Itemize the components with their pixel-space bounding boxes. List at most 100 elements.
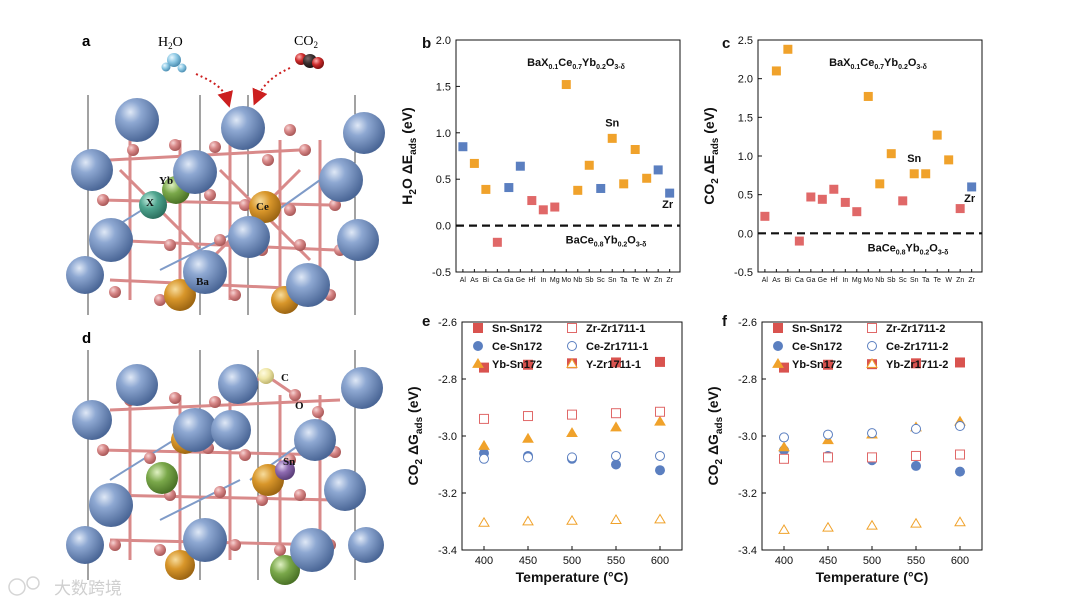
ce-atom [249,191,281,223]
data-point [523,452,533,463]
data-point [778,441,790,452]
x-tick-label: 500 [563,555,581,567]
legend-marker [772,357,784,368]
data-point [655,450,665,461]
data-point [875,179,885,189]
y-axis-label: CO2 ΔGads (eV) [405,387,425,486]
x-tick-label: Ta [620,277,628,284]
data-point [642,173,652,183]
data-point [610,514,622,524]
chart-e: e -3.4 -3.2 -3.0 -2.8 -2.6 CO2 ΔGads (eV) 400 45… [405,313,683,585]
atom-label-o: O [295,400,304,412]
series-Ce-Zr1711-2 [779,421,965,443]
series-Zr-Zr1711-2 [779,449,965,464]
arrow-h2o-icon [195,73,233,108]
data-point [584,160,594,170]
legend-label: Ce-Zr1711-2 [886,341,948,353]
y-tick-label: -3.4 [438,545,457,557]
data-point [458,142,468,152]
data-point [783,44,793,54]
watermark: 大数跨境 [8,576,122,599]
y-tick-label: 0.0 [436,221,451,233]
ba-atoms-a [66,98,385,307]
data-point [655,356,665,367]
data-point [655,465,665,476]
data-point [481,184,491,194]
data-point [778,524,790,534]
y-tick-label: 2.0 [738,74,753,86]
panel-d: d [66,330,384,585]
y-tick-label: 1.0 [738,151,753,163]
data-point [794,236,804,246]
data-point [944,155,954,165]
panel-letter-b: b [422,35,431,52]
x-tick-label: Sn [910,277,919,284]
x-tick-label: Te [933,277,941,284]
panel-letter-e: e [422,313,430,330]
panel-a: a H2O CO2 [66,33,385,315]
data-point [522,515,534,526]
data-point [527,196,537,206]
legend-label: Yb-Zr1711-2 [886,359,948,371]
data-point [823,429,833,440]
x-tick-label: Mo [561,277,571,284]
data-point [469,158,479,168]
green-atom-d [146,462,178,494]
data-point [515,161,525,171]
data-point [955,421,965,432]
data-point [954,516,966,527]
y-tick-label: 1.0 [436,128,451,140]
data-point [611,450,621,461]
atom-labels-d: C O Sn [281,372,304,468]
legend-label: Zr-Zr1711-2 [886,323,945,335]
legend-marker [867,341,877,351]
x-tick-label: Sc [597,277,606,284]
legend-label: Sn-Sn172 [492,323,542,335]
y-tick-label: -3.4 [738,545,757,557]
legend-marker [866,357,878,368]
annotation-zr: Zr [964,193,976,205]
data-point [911,450,921,461]
y-axis-label: CO2 ΔGads (eV) [705,387,725,486]
legend-label: Ce-Sn172 [792,341,842,353]
formula-bottom: BaCe0.8Yb0.2O3-δ [566,235,647,249]
x-tick-label: In [842,277,848,284]
x-tick-label: Zr [666,277,673,284]
data-point [492,237,502,247]
data-point [478,439,490,450]
data-point [910,517,922,528]
x-tick-label: Ge [818,277,827,284]
x-tick-label: Zr [968,277,975,284]
x-tick-label: 550 [607,555,625,567]
annotation-zr: Zr [662,199,674,211]
data-point [479,453,489,464]
c-atom [258,368,274,384]
atom-label-ba: Ba [196,276,209,288]
data-point [779,453,789,464]
data-point [523,359,533,370]
legend: Sn-Sn172 Ce-Sn172 Yb-Sn172 Zr-Zr1711-1 Ce-Zr… [472,323,648,371]
arrow-co2-icon [252,67,291,106]
x-tick-label: Al [762,277,769,284]
x-tick-label: Ga [504,277,513,284]
x-tick-label: Al [460,277,467,284]
x-tick-label: W [945,277,952,284]
x-tick-label: Sc [899,277,908,284]
y-tick-label: -0.5 [432,267,451,279]
data-point [538,205,548,215]
x-tick-label: Sn [608,277,617,284]
data-point [630,145,640,155]
data-point [911,358,921,369]
panel-letter-f: f [722,313,728,330]
y-tick-label: -3.2 [438,488,457,500]
x-tick-label: Nb [875,277,884,284]
x-tick-label: Nb [573,277,582,284]
x-tick-label: Mg [852,277,862,284]
data-point [911,460,921,471]
y-tick-label: -3.2 [738,488,757,500]
ce-atom-lower [164,279,196,311]
data-point [654,513,666,524]
data-point [823,359,833,370]
legend-marker [566,357,578,368]
